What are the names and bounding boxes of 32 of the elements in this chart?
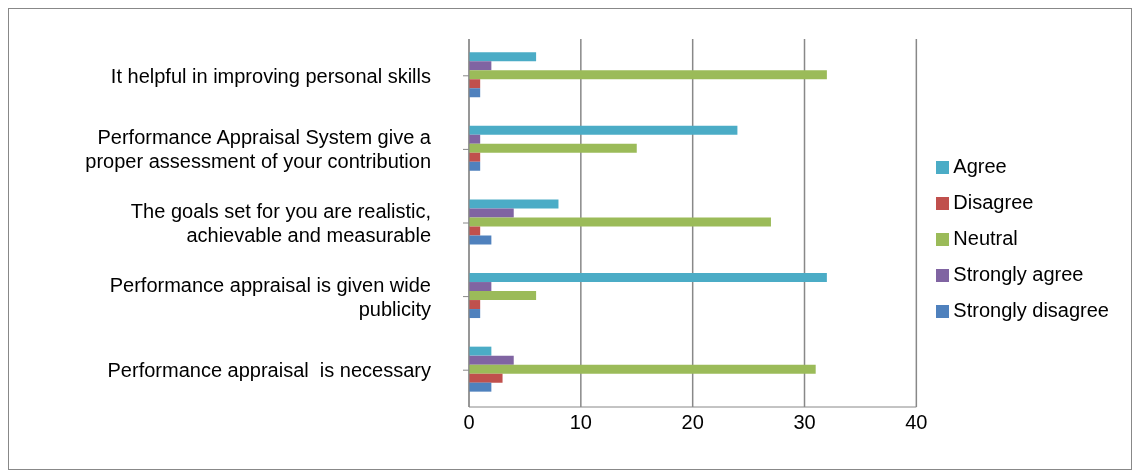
bar <box>469 217 771 227</box>
x-tick-label: 20 <box>681 411 704 434</box>
y-tick-label: Performance Appraisal System give a proper assessment of your contribution <box>85 126 432 173</box>
bar <box>469 273 827 283</box>
bar <box>469 282 492 292</box>
bar <box>469 143 637 153</box>
legend-label: Strongly agree <box>953 263 1084 285</box>
bar <box>469 355 514 365</box>
x-tick-label: 30 <box>793 411 816 434</box>
y-tick-label: Performance appraisal is necessary <box>107 359 431 382</box>
bar <box>469 208 514 218</box>
bar <box>469 125 738 135</box>
y-tick-label: Performance appraisal is given wide publicity <box>109 273 431 320</box>
bar <box>469 199 559 209</box>
legend-label: Strongly disagree <box>953 299 1109 321</box>
bar <box>469 70 827 80</box>
legend-label: Neutral <box>953 227 1018 249</box>
bar <box>469 373 503 383</box>
bar <box>469 52 537 62</box>
bar <box>469 61 492 71</box>
x-tick-label: 10 <box>569 411 592 434</box>
legend-label: Disagree <box>953 191 1034 213</box>
y-tick-label: It helpful in improving personal skills <box>110 64 431 87</box>
bar <box>469 235 492 245</box>
bar <box>469 364 816 374</box>
legend-label: Agree <box>953 155 1007 177</box>
x-tick-label: 40 <box>905 411 928 434</box>
y-tick-label: The goals set for you are realistic, achievable and measurable <box>130 200 431 246</box>
x-tick-label: 0 <box>463 411 475 434</box>
bar <box>469 382 492 392</box>
bar <box>469 291 537 301</box>
bar <box>469 346 492 356</box>
